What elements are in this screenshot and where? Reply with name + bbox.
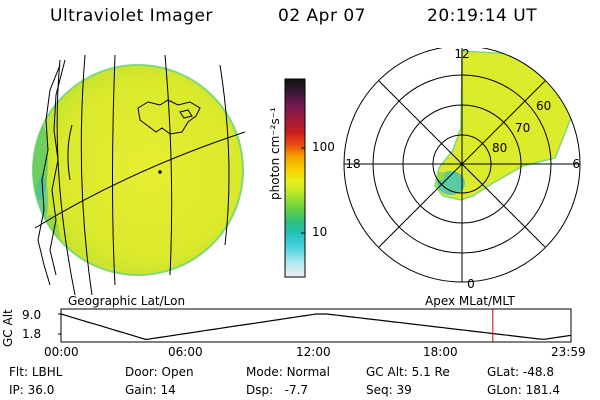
info-door: Door: Open <box>125 365 194 379</box>
date-label: 02 Apr 07 <box>278 6 366 26</box>
altitude-xtick-1: 06:00 <box>168 345 203 359</box>
altitude-ytick-max: 9.0 <box>22 308 42 322</box>
info-mode: Mode: Normal <box>246 365 330 379</box>
mlat-label-70: 70 <box>515 121 530 135</box>
earth-disc <box>32 64 244 276</box>
instrument-title: Ultraviolet Imager <box>50 6 213 26</box>
latitude-line <box>34 131 246 229</box>
apex-label: Apex MLat/MLT <box>425 294 515 308</box>
altitude-curve <box>60 313 572 341</box>
altitude-xtick-4: 23:59 <box>551 345 586 359</box>
info-glon: GLon: 181.4 <box>487 383 560 397</box>
time-label: 20:19:14 UT <box>427 6 538 26</box>
altitude-ylabel: GC Alt <box>1 309 15 347</box>
altitude-xtick-3: 18:00 <box>423 345 458 359</box>
colorbar-tick-100: 100 <box>312 140 335 154</box>
info-ip: IP: 36.0 <box>9 383 55 397</box>
colorbar <box>284 78 306 278</box>
geographic-label: Geographic Lat/Lon <box>68 294 186 308</box>
altitude-xtick-0: 00:00 <box>44 345 79 359</box>
info-seq: Seq: 39 <box>366 383 412 397</box>
altitude-ytick-min: 1.8 <box>22 327 42 341</box>
geographic-image <box>32 54 246 295</box>
polar-grid <box>343 48 581 283</box>
mlt-label-6: 6 <box>572 157 580 171</box>
altitude-plot <box>58 308 572 343</box>
coastlines <box>37 59 201 286</box>
mlat-label-60: 60 <box>536 99 551 113</box>
colorbar-tick-10: 10 <box>312 225 328 239</box>
mlt-label-18: 18 <box>345 157 360 171</box>
info-gain: Gain: 14 <box>125 383 176 397</box>
polar-plot: 12 18 6 0 60 70 80 <box>343 48 581 291</box>
info-gc-alt: GC Alt: 5.1 Re <box>366 365 450 379</box>
info-glat: GLat: -48.8 <box>487 365 554 379</box>
altitude-xtick-2: 12:00 <box>296 345 331 359</box>
info-dsp: Dsp: -7.7 <box>246 383 309 397</box>
info-flt: Flt: LBHL <box>9 365 63 379</box>
mlt-label-0: 0 <box>467 277 475 291</box>
mlat-label-80: 80 <box>492 141 507 155</box>
colorbar-unit-label: photon cm⁻²s⁻¹ <box>268 107 282 200</box>
mlt-label-12: 12 <box>454 48 469 61</box>
